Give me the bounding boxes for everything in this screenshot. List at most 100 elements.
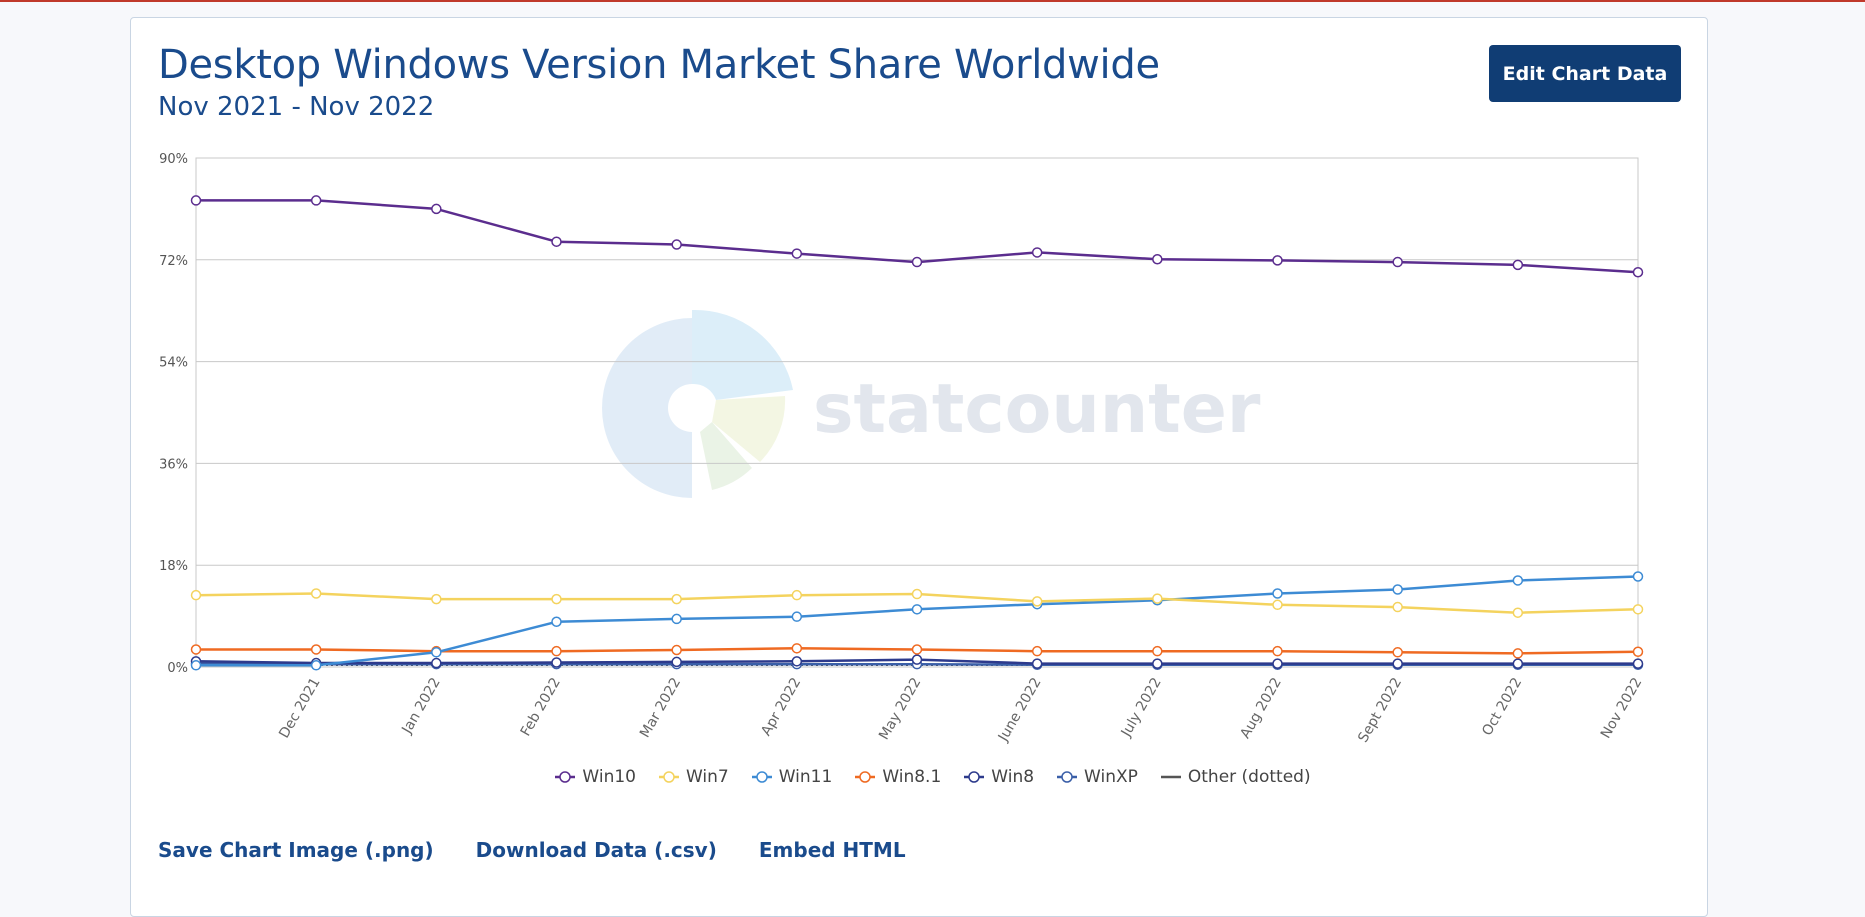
data-point-win7[interactable] [671,593,682,605]
data-point-win8[interactable] [1632,658,1644,669]
watermark-logo-wedge-blue [602,318,692,498]
data-point-win10[interactable] [671,239,682,250]
legend-swatch-win8 [964,771,985,783]
date-range-subtitle: Nov 2021 - Nov 2022 [158,92,435,122]
legend-label: WinXP [1084,767,1138,787]
data-point-win10[interactable] [911,256,923,268]
legend-item-win8[interactable]: Win8 [963,767,1034,787]
data-point-win8-1[interactable] [1152,645,1163,657]
data-point-win7[interactable] [431,593,442,605]
data-point-win8[interactable] [671,656,682,668]
legend-swatch-winxp [1057,771,1078,783]
data-point-win8-1[interactable] [1272,645,1283,657]
data-point-win7[interactable] [1031,596,1043,607]
data-point-win7[interactable] [190,589,202,601]
data-point-win8-1[interactable] [1031,645,1043,657]
embed-html-link[interactable]: Embed HTML [758,838,906,862]
data-point-win8[interactable] [431,657,442,669]
data-point-win8[interactable] [1512,658,1524,669]
data-point-win7[interactable] [791,589,803,601]
legend-swatch-win8-1 [855,771,876,783]
y-tick-label: 18% [159,559,188,574]
y-tick-label: 0% [167,661,188,676]
legend-label: Win10 [582,767,636,787]
legend-item-other-dotted[interactable]: Other (dotted) [1160,767,1311,787]
legend-label: Win8.1 [882,767,942,787]
x-axis-labels: Dec 2021 Jan 2022 Feb 2022 Mar 2022 Apr 2022… [276,675,1645,745]
y-tick-label: 36% [159,457,188,472]
data-point-win8-1[interactable] [190,644,202,655]
data-point-win11[interactable] [310,660,322,671]
x-tick-label: Mar 2022 [637,675,684,741]
data-point-win10[interactable] [1632,266,1644,278]
data-point-win8[interactable] [1031,658,1043,669]
save-chart-image-link[interactable]: Save Chart Image (.png) [158,838,434,862]
data-point-win8-1[interactable] [1512,648,1524,659]
data-point-win10[interactable] [190,195,202,206]
chart-actions: Save Chart Image (.png) Download Data (.… [158,838,906,862]
data-point-win7[interactable] [911,588,923,600]
data-point-win8-1[interactable] [1392,647,1403,658]
legend-swatch-other-dotted [1160,775,1181,779]
data-point-win10[interactable] [1512,259,1524,271]
data-point-win11[interactable] [190,660,202,671]
data-point-win8-1[interactable] [911,644,923,655]
watermark-text: statcounter [813,370,1261,449]
legend-item-win7[interactable]: Win7 [658,767,729,787]
x-tick-label: Feb 2022 [518,675,564,739]
data-point-win7[interactable] [551,593,562,605]
data-point-win8-1[interactable] [1632,646,1644,657]
data-point-win11[interactable] [671,613,682,625]
chart-series [190,195,1644,671]
edit-chart-data-button[interactable]: Edit Chart Data [1489,45,1681,102]
series-win7 [190,588,1644,618]
data-point-win8[interactable] [1272,658,1283,669]
data-point-win8[interactable] [791,656,803,667]
data-point-win11[interactable] [911,604,923,615]
data-point-win8[interactable] [551,657,562,668]
data-point-win11[interactable] [791,611,803,622]
data-point-win10[interactable] [791,248,803,259]
data-point-win7[interactable] [1512,607,1524,618]
legend-item-win11[interactable]: Win11 [751,767,833,787]
data-point-win10[interactable] [1272,255,1283,266]
data-point-win7[interactable] [1632,604,1644,615]
data-point-win7[interactable] [1392,601,1403,613]
data-point-win11[interactable] [1392,584,1403,595]
x-tick-label: Dec 2021 [276,675,323,741]
legend-label: Win7 [685,767,729,787]
data-point-win10[interactable] [1392,256,1403,268]
data-point-win8-1[interactable] [310,644,322,655]
legend-item-win10[interactable]: Win10 [554,767,636,787]
data-point-win8[interactable] [1152,658,1163,669]
data-point-win10[interactable] [1152,253,1163,265]
data-point-win7[interactable] [1152,593,1163,604]
data-point-win8-1[interactable] [791,643,803,654]
x-tick-label: May 2022 [876,675,924,743]
data-point-win10[interactable] [1031,247,1043,258]
data-point-win8-1[interactable] [551,645,562,657]
y-tick-label: 54% [159,356,188,371]
data-point-win11[interactable] [551,616,562,628]
data-point-win10[interactable] [551,236,562,247]
data-point-win7[interactable] [310,588,322,599]
data-point-win8[interactable] [911,654,923,665]
data-point-win10[interactable] [431,203,442,215]
data-point-win11[interactable] [1632,571,1644,582]
legend-label: Other (dotted) [1187,767,1311,787]
watermark-logo-wedge-cyan [692,309,793,400]
data-point-win8[interactable] [1392,658,1403,669]
legend-label: Win11 [778,767,833,787]
data-point-win11[interactable] [1512,575,1524,586]
data-point-win11[interactable] [1272,588,1283,599]
data-point-win7[interactable] [1272,599,1283,611]
legend-label: Win8 [991,767,1035,787]
legend-item-winxp[interactable]: WinXP [1056,767,1138,787]
x-tick-label: Jan 2022 [399,675,444,737]
download-data-link[interactable]: Download Data (.csv) [475,838,717,862]
legend-item-win8-1[interactable]: Win8.1 [854,767,941,787]
data-point-win11[interactable] [431,647,442,658]
data-point-win8-1[interactable] [671,644,682,656]
y-tick-label: 72% [159,254,188,269]
data-point-win10[interactable] [310,195,322,206]
